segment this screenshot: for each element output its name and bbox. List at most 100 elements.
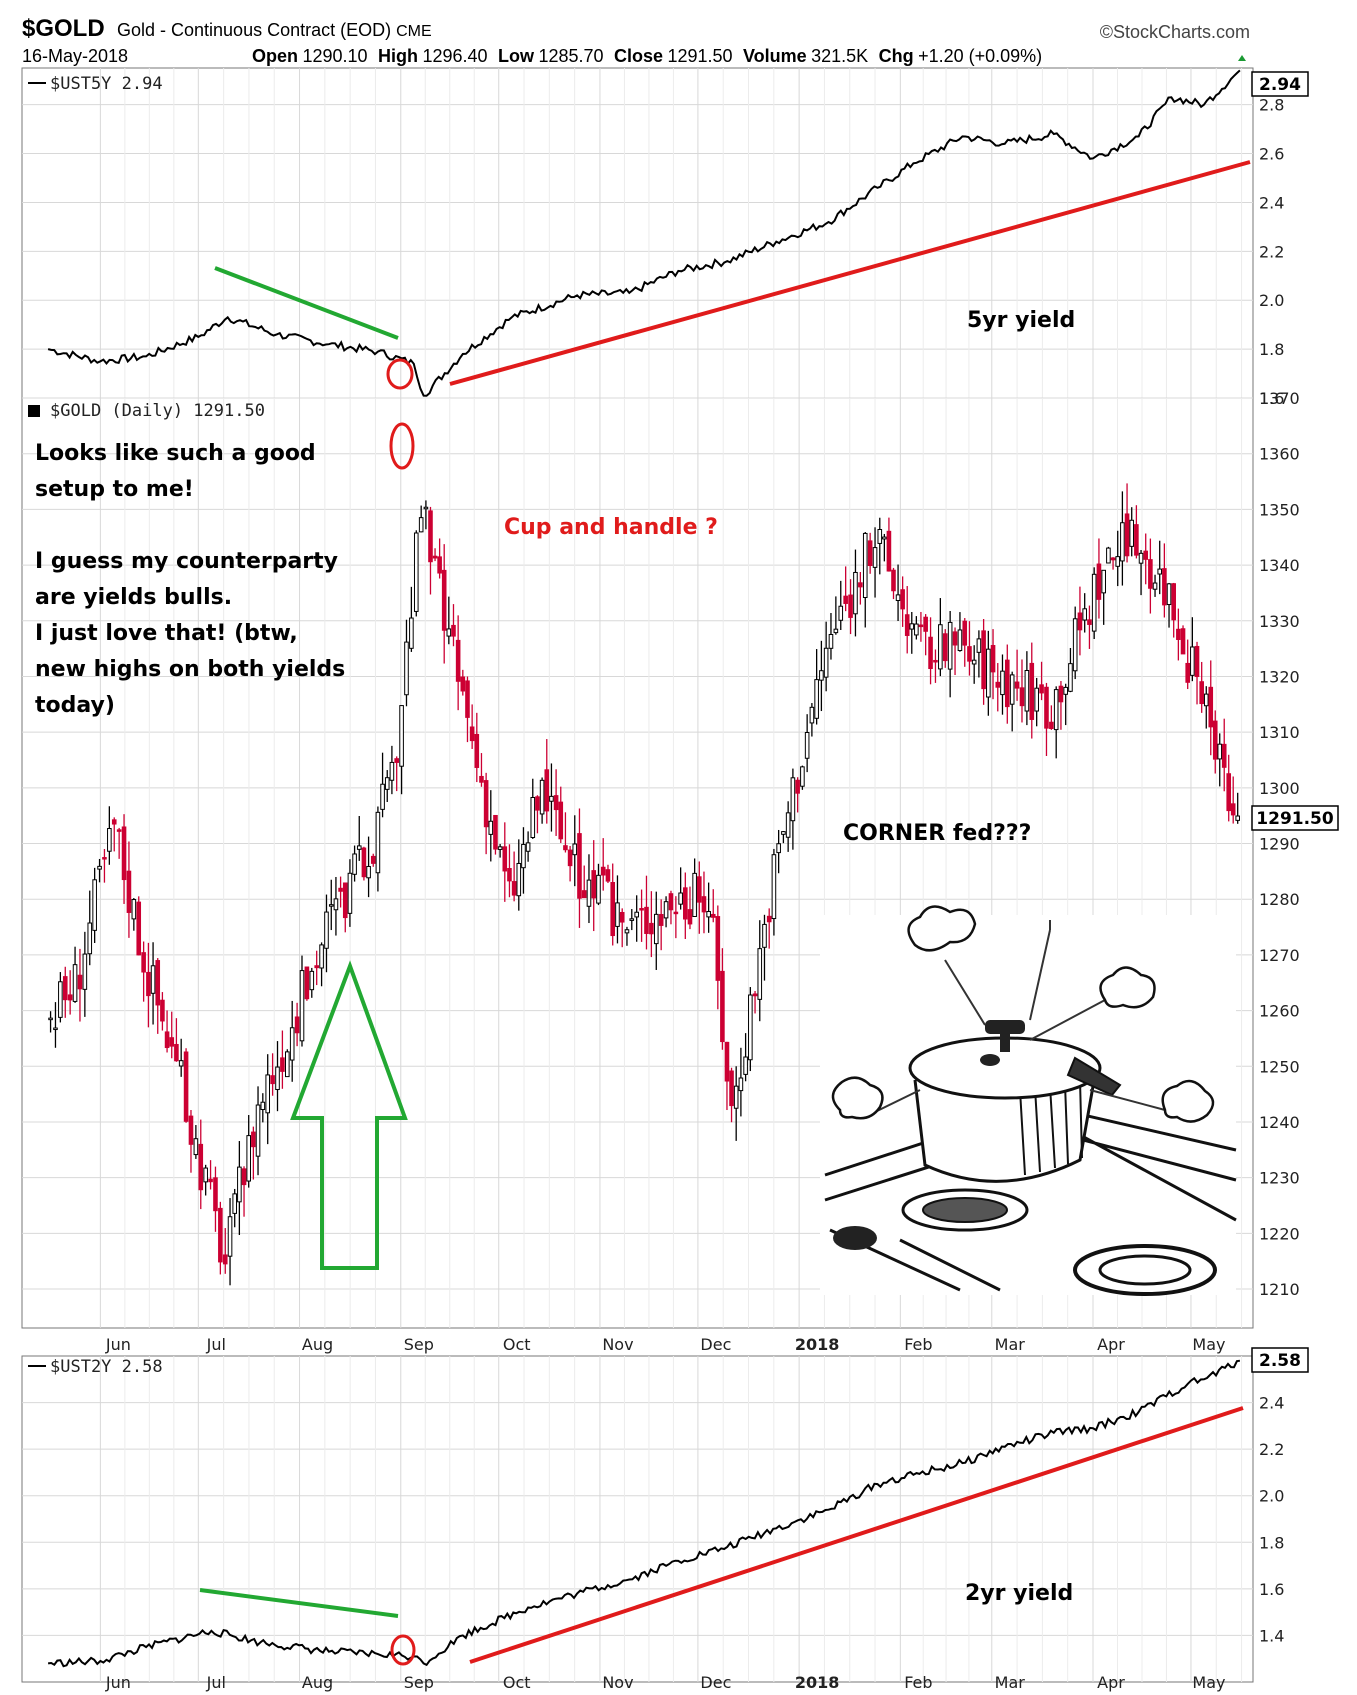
candle-body [409, 617, 414, 649]
candle-body [324, 911, 329, 949]
y-tick-label: 1360 [1259, 445, 1300, 464]
candle-body [1212, 720, 1218, 760]
chg-label: Chg [879, 46, 914, 66]
y-tick-label: 2.4 [1259, 193, 1284, 212]
candle-body [962, 620, 968, 646]
stove-burner-shape [901, 1188, 1029, 1232]
candle-body [227, 1216, 233, 1257]
y-tick-label: 1210 [1259, 1280, 1300, 1299]
candle-body [265, 1074, 271, 1114]
candle-body [375, 811, 381, 874]
candle-body [370, 855, 376, 864]
candle-body [843, 595, 848, 604]
x-month-label: Sep [404, 1335, 434, 1354]
candle-body [361, 847, 367, 878]
candle-body [1101, 569, 1106, 594]
pot-lid-stem-shape [1000, 1032, 1010, 1052]
y-tick-label: 1240 [1259, 1113, 1300, 1132]
candle-body [174, 1043, 179, 1062]
hotplate-inner-shape [1098, 1254, 1192, 1286]
candle-body [107, 828, 112, 852]
candle-body [1162, 568, 1167, 606]
candle-body [121, 826, 127, 881]
x-month-label: 2018 [795, 1673, 840, 1692]
pot-valve-shape [980, 1054, 1000, 1066]
candle-body [971, 659, 977, 665]
candle-body [701, 896, 707, 913]
y-tick-label: 1.4 [1259, 1626, 1284, 1645]
candle-body [455, 639, 461, 682]
candle-body [766, 915, 772, 923]
y-tick-label: 1270 [1259, 946, 1300, 965]
candle-body [1087, 619, 1092, 625]
watermark: ©StockCharts.com [1100, 22, 1250, 42]
y-tick-label: 1290 [1259, 835, 1300, 854]
hotplate-shape [1073, 1244, 1217, 1296]
candle-body [53, 1027, 58, 1031]
candle-body [790, 777, 796, 822]
candle-body [877, 529, 883, 544]
candle-body [1138, 552, 1144, 564]
candle-body [511, 881, 517, 896]
candle-body [1176, 628, 1181, 640]
candle-body [900, 589, 905, 610]
stove-burner-flame-shape [922, 1197, 1008, 1223]
candle-body [933, 659, 938, 663]
candle-body [389, 761, 395, 781]
candle-body [347, 872, 353, 914]
x-month-label: Jun [105, 1673, 131, 1692]
label-cup-handle: Cup and handle ? [504, 515, 718, 540]
candle-body [904, 614, 910, 636]
legend-ust2y-text: $UST2Y 2.58 [50, 1357, 163, 1377]
candle-body [241, 1168, 247, 1186]
x-month-label: Dec [700, 1673, 731, 1692]
y-tick-label: 1300 [1259, 779, 1300, 798]
candle-body [356, 845, 362, 850]
last-value-ust5y-text: 2.94 [1259, 75, 1301, 95]
candle-body [169, 1037, 175, 1047]
candle-body [986, 648, 991, 698]
steam-puff-shape [1161, 1079, 1215, 1123]
x-month-label: Nov [602, 1335, 633, 1354]
candle-body [858, 582, 863, 588]
high-label: High [378, 46, 418, 66]
label-2yr-yield: 2yr yield [965, 1581, 1073, 1606]
candle-body [748, 994, 753, 1061]
candle-body [319, 944, 324, 969]
x-month-label: Apr [1097, 1673, 1125, 1692]
candle-body [658, 914, 664, 926]
candle-body [246, 1135, 252, 1182]
candle-body [1039, 684, 1044, 694]
candle-body [1194, 645, 1200, 678]
candle-body [823, 647, 829, 678]
candle-body [886, 530, 892, 572]
candle-body [967, 646, 972, 662]
candle-body [757, 948, 763, 1000]
candle-body [203, 1167, 208, 1183]
candle-body [976, 638, 982, 653]
y-tick-label: 1310 [1259, 723, 1300, 742]
gold-note-line: I guess my counterparty [35, 549, 338, 574]
candle-body [394, 758, 399, 763]
candle-body [270, 1075, 275, 1085]
candle-body [938, 624, 943, 670]
highlight-circle-gold [389, 422, 415, 470]
x-month-label: Apr [1097, 1335, 1125, 1354]
label-corner-fed: CORNER fed??? [843, 821, 1031, 846]
candle-body [539, 779, 545, 815]
y-tick-label: 1.8 [1259, 1533, 1284, 1552]
x-month-label: Sep [404, 1673, 434, 1692]
candle-body [111, 819, 117, 825]
candle-body [1208, 686, 1214, 728]
candle-body [909, 623, 915, 630]
last-value-gold-box [1251, 805, 1339, 831]
candle-body [743, 1056, 748, 1075]
gold-note-line: I just love that! (btw, [35, 621, 298, 646]
candle-body [1077, 612, 1083, 631]
candle-body [1049, 721, 1054, 730]
candle-body [87, 922, 93, 955]
close-label: Close [614, 46, 663, 66]
candle-body [441, 569, 447, 631]
candle-body [692, 872, 697, 918]
candle-body [942, 633, 948, 662]
